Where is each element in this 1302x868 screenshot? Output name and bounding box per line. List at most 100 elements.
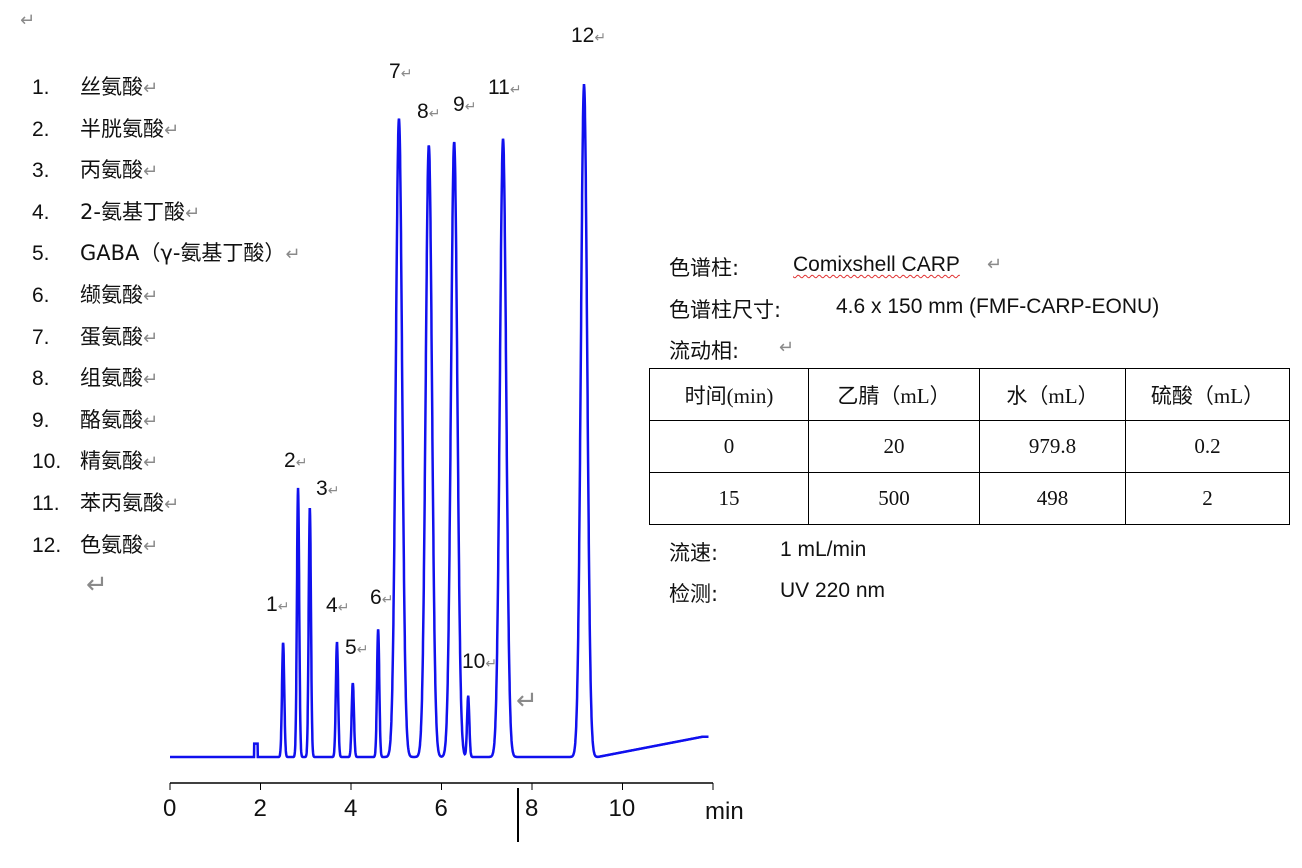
- size-row: 色谱柱尺寸: 4.6 x 150 mm (FMF-CARP-EONU): [669, 294, 1159, 324]
- list-item: 7. 蛋氨酸↵: [32, 322, 158, 352]
- mobile-phase-row: 流动相: ↵: [669, 335, 794, 365]
- list-number: 10.: [32, 450, 62, 474]
- list-item: 6. 缬氨酸↵: [32, 280, 158, 310]
- peak-label: 3↵: [316, 478, 339, 501]
- paragraph-mark: ↵: [86, 570, 108, 600]
- list-item: 5. GABA（γ-氨基丁酸）↵: [32, 238, 301, 268]
- list-item: 11. 苯丙氨酸↵: [32, 488, 179, 518]
- list-item: 9. 酪氨酸↵: [32, 405, 158, 435]
- table-header: 时间(min): [649, 368, 809, 421]
- paragraph-mark: ↵: [509, 81, 522, 97]
- paragraph-mark: ↵: [327, 482, 340, 498]
- peak-label: 1↵: [266, 594, 289, 617]
- table-header: 乙腈（mL）: [808, 368, 980, 421]
- x-tick-label: 6: [434, 795, 448, 822]
- list-text: 丙氨酸: [80, 158, 143, 183]
- paragraph-mark: ↵: [184, 202, 201, 224]
- list-text: 缬氨酸: [80, 283, 143, 307]
- x-tick-label: 8: [525, 795, 539, 822]
- paragraph-mark: ↵: [143, 410, 159, 432]
- list-item: 2. 半胱氨酸↵: [32, 114, 179, 144]
- chromatogram-trace: [170, 84, 709, 759]
- peak-number: 8: [417, 100, 429, 123]
- peak-number: 4: [326, 594, 338, 617]
- peak-label: 5↵: [345, 637, 368, 660]
- x-axis-label: min: [705, 798, 744, 825]
- peak-number: 11: [488, 76, 510, 99]
- column-row: 色谱柱: Comixshell CARP ↵: [669, 252, 1002, 282]
- column-value: Comixshell CARP: [793, 253, 960, 276]
- paragraph-mark: ↵: [337, 599, 350, 615]
- list-number: 1.: [32, 76, 50, 99]
- table-cell: 20: [808, 420, 980, 473]
- table-row: 15 500 498 2: [649, 472, 1290, 525]
- peak-label: 6↵: [370, 587, 393, 610]
- column-label: 色谱柱:: [669, 256, 740, 280]
- list-number: 8.: [32, 367, 50, 391]
- paragraph-mark: ↵: [164, 119, 180, 141]
- table-cell: 0.2: [1125, 420, 1290, 473]
- flow-row: 流速: 1 mL/min: [669, 537, 866, 567]
- table-cell: 15: [649, 472, 809, 525]
- peak-number: 1: [266, 593, 278, 616]
- paragraph-mark: ↵: [485, 655, 498, 671]
- detection-row: 检测: UV 220 nm: [669, 578, 885, 608]
- paragraph-mark: ↵: [779, 337, 795, 357]
- paragraph-mark: ↵: [143, 78, 159, 99]
- paragraph-mark: ↵: [987, 254, 1003, 274]
- size-value: 4.6 x 150 mm (FMF-CARP-EONU): [836, 295, 1160, 318]
- list-text: 半胱氨酸: [80, 116, 164, 141]
- peak-label: 12↵: [571, 25, 606, 48]
- peak-label: 10↵: [462, 651, 497, 674]
- table-header-row: 时间(min) 乙腈（mL） 水（mL） 硫酸（mL）: [649, 368, 1290, 421]
- peak-label: 7↵: [389, 61, 412, 84]
- list-item: 12. 色氨酸↵: [32, 530, 158, 560]
- paragraph-mark: ↵: [143, 535, 159, 557]
- x-tick-label: 4: [344, 795, 358, 822]
- peak-number: 10: [462, 650, 486, 673]
- detection-value: UV 220 nm: [780, 579, 886, 602]
- peak-number: 9: [453, 93, 465, 116]
- paragraph-mark: ↵: [143, 327, 159, 349]
- list-number: 12.: [32, 533, 62, 557]
- list-text: 精氨酸: [80, 449, 143, 474]
- list-item: 1. 丝氨酸↵: [32, 72, 158, 102]
- size-label: 色谱柱尺寸:: [669, 298, 782, 322]
- peak-number: 12: [571, 24, 595, 47]
- mobile-phase-table: 时间(min) 乙腈（mL） 水（mL） 硫酸（mL） 0 20 979.8 0…: [649, 368, 1290, 525]
- paragraph-mark: ↵: [143, 369, 159, 391]
- paragraph-mark: ↵: [594, 29, 607, 45]
- list-number: 5.: [32, 242, 50, 266]
- paragraph-mark: ↵: [381, 591, 394, 607]
- list-text: 酪氨酸: [80, 407, 143, 432]
- paragraph-mark: ↵: [143, 286, 159, 307]
- peak-label: 11↵: [488, 77, 522, 100]
- paragraph-mark: ↵: [277, 598, 290, 614]
- flow-label: 流速:: [669, 541, 719, 565]
- paragraph-mark: ↵: [143, 452, 159, 474]
- table-row: 0 20 979.8 0.2: [649, 420, 1290, 473]
- list-text: 组氨酸: [80, 366, 143, 391]
- paragraph-mark: ↵: [164, 494, 180, 515]
- table-cell: 979.8: [979, 420, 1126, 473]
- x-tick-label: 0: [163, 795, 177, 822]
- peak-number: 3: [316, 477, 328, 500]
- list-number: 4.: [32, 200, 50, 224]
- peak-label: 4↵: [326, 595, 349, 618]
- paragraph-mark: ↵: [464, 98, 477, 114]
- list-text: 苯丙氨酸: [80, 491, 164, 515]
- x-tick-label: 2: [253, 795, 267, 822]
- table-header: 水（mL）: [979, 368, 1126, 421]
- paragraph-mark: ↵: [285, 244, 301, 266]
- paragraph-mark: ↵: [516, 686, 538, 716]
- list-number: 2.: [32, 117, 50, 141]
- x-tick-label: 10: [608, 795, 636, 822]
- list-item: 3. 丙氨酸↵: [32, 155, 158, 185]
- list-text: GABA（γ-氨基丁酸）: [80, 241, 286, 266]
- peak-number: 6: [370, 586, 382, 609]
- paragraph-mark: ↵: [295, 454, 308, 470]
- list-number: 9.: [32, 408, 50, 432]
- mobile-phase-label: 流动相:: [669, 339, 740, 363]
- paragraph-mark: ↵: [356, 641, 369, 657]
